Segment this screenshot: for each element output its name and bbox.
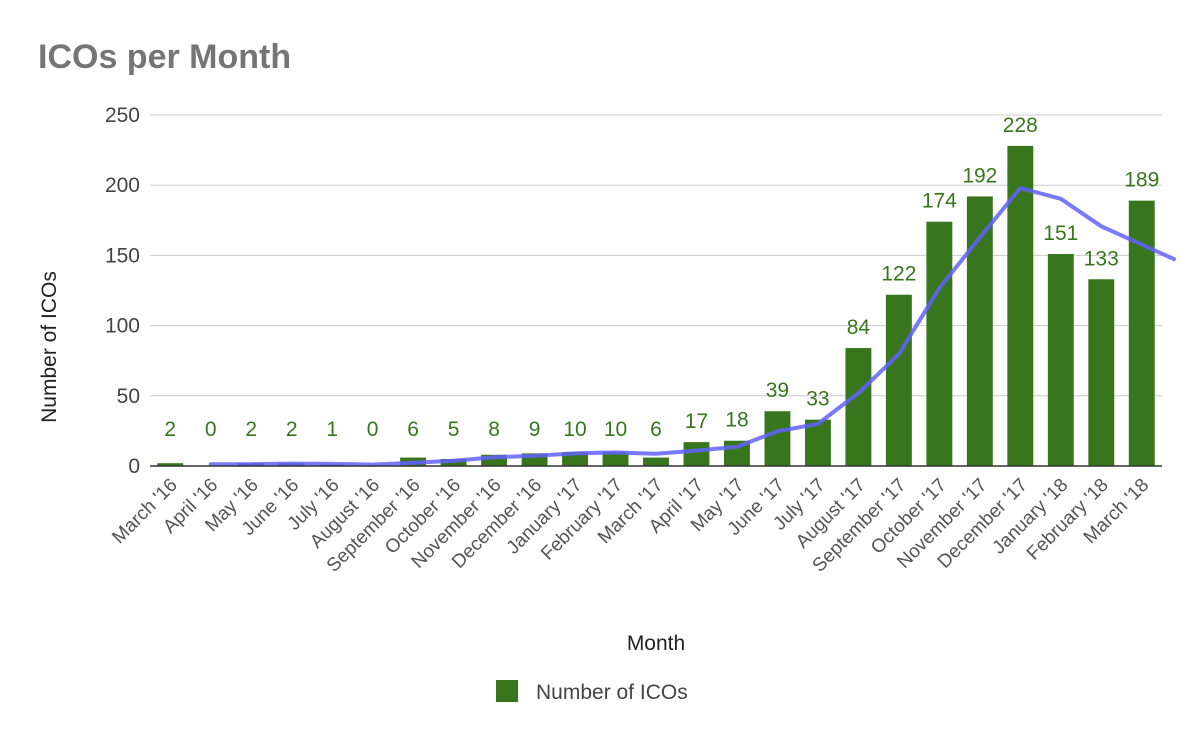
data-label: 2 <box>164 418 176 441</box>
y-tick-label: 250 <box>105 104 140 127</box>
bar <box>643 457 669 466</box>
bar <box>1047 253 1074 466</box>
chart-title: ICOs per Month <box>38 38 291 76</box>
y-tick-label: 50 <box>117 385 140 408</box>
bar <box>1088 279 1115 466</box>
data-label: 2 <box>286 418 298 441</box>
y-axis-title: Number of ICOs <box>38 271 61 423</box>
data-label: 133 <box>1084 247 1119 270</box>
data-label: 17 <box>685 410 708 433</box>
data-label: 9 <box>529 418 541 441</box>
bar <box>885 294 912 466</box>
data-label: 0 <box>367 418 379 441</box>
data-label: 2 <box>245 418 257 441</box>
x-axis-title: Month <box>627 632 685 655</box>
data-label: 10 <box>604 418 627 441</box>
trend-line-path <box>208 186 1176 467</box>
data-label: 6 <box>407 418 419 441</box>
data-label: 192 <box>962 164 997 187</box>
legend-label: Number of ICOs <box>536 681 688 704</box>
data-label: 6 <box>650 418 662 441</box>
data-label: 189 <box>1124 169 1159 192</box>
data-label: 151 <box>1043 222 1078 245</box>
bar <box>683 442 710 466</box>
bar <box>966 196 993 466</box>
y-tick-label: 150 <box>105 244 140 267</box>
bar <box>1007 145 1034 466</box>
y-tick-label: 100 <box>105 315 140 338</box>
trend-line <box>208 186 1176 467</box>
data-label: 228 <box>1003 114 1038 137</box>
legend-swatch <box>496 680 518 702</box>
legend: Number of ICOs <box>496 680 688 704</box>
gridlines <box>150 114 1162 397</box>
bar <box>157 463 184 466</box>
data-label: 8 <box>488 418 500 441</box>
bar <box>845 348 872 466</box>
bar <box>602 451 629 466</box>
data-label: 84 <box>847 316 871 339</box>
data-label: 122 <box>881 263 916 286</box>
data-label: 39 <box>766 379 789 402</box>
bar <box>481 454 508 466</box>
data-label: 5 <box>448 418 460 441</box>
y-tick-label: 200 <box>105 174 140 197</box>
y-tick-label: 0 <box>128 455 140 478</box>
data-label: 18 <box>725 409 748 432</box>
data-label: 10 <box>563 418 586 441</box>
data-label: 1 <box>326 418 338 441</box>
data-label: 0 <box>205 418 217 441</box>
data-label: 174 <box>922 190 957 213</box>
y-axis-ticks: 0 50 100 150 200 250 <box>105 104 140 478</box>
bar <box>764 411 791 466</box>
data-label: 33 <box>806 388 829 411</box>
bars <box>157 145 1155 467</box>
bar <box>926 221 953 466</box>
